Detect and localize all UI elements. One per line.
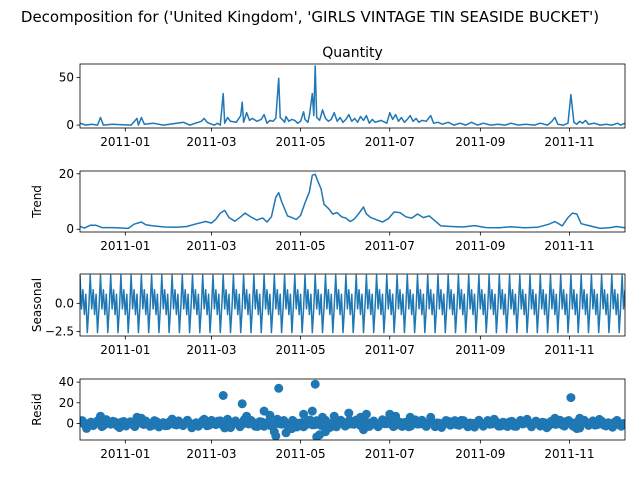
- y-axis-label: Seasonal: [30, 278, 44, 332]
- seasonal-line: [80, 274, 625, 334]
- resid-point: [218, 391, 228, 400]
- resid-point: [344, 408, 354, 418]
- x-tick-label: 2011-07: [365, 135, 415, 149]
- resid-point: [619, 419, 625, 428]
- plot-area: [80, 274, 625, 334]
- resid-point: [265, 410, 275, 420]
- resid-point: [96, 411, 105, 421]
- x-tick-label: 2011-05: [276, 343, 326, 357]
- y-tick-label: 20: [59, 396, 74, 410]
- x-tick-label: 2011-09: [455, 135, 505, 149]
- resid-point: [426, 412, 436, 422]
- resid-point: [550, 413, 560, 423]
- x-tick-label: 2011-11: [544, 447, 594, 461]
- y-tick-label: 0: [66, 118, 74, 132]
- y-tick-label: 20: [59, 167, 74, 181]
- panels: 0 50 2011-01 2011-03 2011-05 2011-07 2011-09 20…: [30, 45, 626, 461]
- trend-line: [80, 173, 625, 230]
- axes-frame: [79, 170, 626, 233]
- resid-point: [307, 406, 317, 416]
- plot-area: [80, 379, 625, 440]
- resid-point: [310, 379, 320, 389]
- x-tick-label: 2011-09: [455, 447, 505, 461]
- resid-point: [299, 409, 309, 419]
- resid-point: [329, 411, 339, 421]
- x-tick-label: 2011-11: [544, 239, 594, 253]
- plot-area: [80, 173, 625, 230]
- y-axis-label: Resid: [30, 393, 44, 425]
- figure-suptitle: Decomposition for ('United Kingdom', 'GI…: [21, 8, 599, 26]
- resid-point: [391, 411, 401, 421]
- y-tick-label: 50: [59, 70, 74, 84]
- x-tick-label: 2011-01: [100, 135, 150, 149]
- x-tick-label: 2011-01: [100, 239, 150, 253]
- x-tick-label: 2011-03: [186, 447, 236, 461]
- resid-point: [242, 411, 252, 421]
- y-tick-label: −2.5: [45, 324, 74, 338]
- y-tick-label: 0: [66, 222, 74, 236]
- x-tick-label: 2011-07: [365, 239, 415, 253]
- x-tick-label: 2011-09: [455, 343, 505, 357]
- panel-1: 0 50 2011-01 2011-03 2011-05 2011-07 2011-09 20…: [59, 45, 626, 149]
- panel-3: 0.0 −2.5 2011-01 2011-03 2011-05 2011-07 2011-…: [30, 273, 626, 357]
- x-tick-label: 2011-03: [186, 239, 236, 253]
- resid-point: [199, 414, 209, 424]
- x-tick-label: 2011-03: [186, 135, 236, 149]
- resid-point: [226, 423, 235, 433]
- resid-point: [274, 383, 284, 393]
- x-tick-label: 2011-01: [100, 343, 150, 357]
- resid-point: [237, 399, 247, 409]
- resid-point: [359, 425, 368, 435]
- resid-point: [223, 414, 233, 424]
- x-tick-label: 2011-11: [544, 343, 594, 357]
- resid-point: [321, 427, 330, 437]
- resid-point: [575, 413, 585, 423]
- resid-point: [566, 393, 576, 403]
- x-tick-label: 2011-05: [276, 447, 326, 461]
- plot-area: [80, 65, 625, 126]
- y-tick-label: 0.0: [55, 296, 74, 310]
- axes-frame: [79, 273, 626, 337]
- resid-point: [271, 431, 281, 440]
- resid-point: [572, 424, 582, 434]
- x-tick-label: 2011-05: [276, 135, 326, 149]
- resid-point: [405, 412, 415, 422]
- x-tick-label: 2011-07: [365, 343, 415, 357]
- x-tick-label: 2011-05: [276, 239, 326, 253]
- y-axis-label: Trend: [30, 185, 44, 219]
- x-tick-label: 2011-03: [186, 343, 236, 357]
- y-tick-label: 0: [66, 416, 74, 430]
- resid-point: [318, 412, 327, 422]
- panel-4: 0 20 40 2011-01 2011-03 2011-05 2011-07 2011-09…: [30, 375, 626, 461]
- x-tick-label: 2011-07: [365, 447, 415, 461]
- panel-2: 0 20 2011-01 2011-03 2011-05 2011-07 2011-09 20…: [30, 167, 626, 253]
- axes-frame: [79, 63, 626, 129]
- y-tick-label: 40: [59, 375, 74, 389]
- resid-point: [361, 409, 371, 419]
- resid-point: [287, 424, 297, 434]
- x-tick-label: 2011-01: [100, 447, 150, 461]
- resid-point: [136, 413, 146, 423]
- x-tick-label: 2011-09: [455, 239, 505, 253]
- axes-frame: [79, 378, 626, 441]
- quantity-line: [80, 65, 625, 126]
- x-tick-label: 2011-11: [544, 135, 594, 149]
- panel-title: Quantity: [322, 45, 383, 61]
